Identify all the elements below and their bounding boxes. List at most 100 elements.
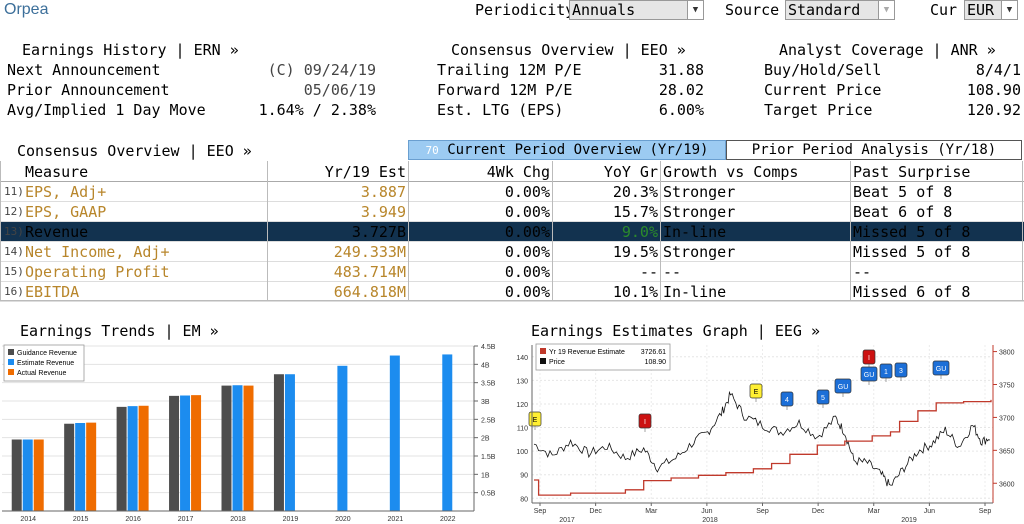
row-yoy-growth: 19.5% — [612, 243, 658, 261]
trends-y-tick: 4B — [481, 362, 490, 369]
eeg-year-label: 2017 — [559, 517, 575, 524]
row-estimate: 483.714M — [333, 263, 406, 281]
source-select[interactable]: Standard ▼ — [785, 0, 895, 20]
table-row[interactable]: 16) EBITDA 664.818M 0.00% 10.1% In-line Missed… — [0, 282, 1024, 302]
header-past-surprise[interactable]: Past Surprise — [853, 163, 971, 181]
eeg-left-tick: 80 — [520, 496, 528, 503]
header-measure[interactable]: Measure — [25, 163, 89, 181]
eeg-legend-value: 3726.61 — [641, 349, 666, 356]
row-estimate: 3.949 — [360, 203, 406, 221]
trends-bar[interactable] — [86, 422, 97, 511]
trends-bar[interactable] — [180, 395, 191, 512]
row-yoy-growth: 9.0% — [621, 223, 658, 241]
eeg-left-tick: 110 — [517, 426, 528, 433]
table-row[interactable]: 14) Net Income, Adj+ 249.333M 0.00% 19.5% Str… — [0, 242, 1024, 262]
trends-bar[interactable] — [273, 374, 284, 511]
trends-y-tick: 1B — [481, 472, 490, 479]
currency-select[interactable]: EUR ▼ — [964, 0, 1018, 20]
trends-bar[interactable] — [243, 385, 254, 511]
trends-bar[interactable] — [284, 374, 295, 511]
row-growth-vs-comps: Stronger — [663, 183, 736, 201]
row-measure: EPS, Adj+ — [25, 183, 107, 201]
trends-bar[interactable] — [33, 439, 44, 512]
eeg-x-tick: Mar — [645, 508, 658, 515]
eeg-year-label: 2018 — [702, 517, 718, 524]
row-estimate: 3.887 — [360, 183, 406, 201]
table-row[interactable]: 13) Revenue 3.727B 0.00% 9.0% In-line Missed 5… — [0, 222, 1024, 242]
eeg-x-tick: Jun — [701, 508, 712, 515]
company-name: Orpea — [4, 1, 49, 18]
row-growth-vs-comps: In-line — [663, 223, 727, 241]
row-growth-vs-comps: Stronger — [663, 203, 736, 221]
analyst-label-2: Current Price — [764, 81, 882, 99]
row-4wk-change: 0.00% — [504, 263, 550, 281]
row-measure: Net Income, Adj+ — [25, 243, 170, 261]
header-yoy-growth[interactable]: YoY Gr — [603, 163, 658, 181]
eeg-price-line — [533, 390, 991, 487]
earnings-trends-link[interactable]: Earnings Trends | EM » — [20, 322, 219, 340]
row-yoy-growth: 15.7% — [612, 203, 658, 221]
trends-bar[interactable] — [442, 354, 453, 511]
trends-bar[interactable] — [64, 423, 75, 511]
eeg-left-tick: 130 — [516, 378, 528, 385]
trends-bar[interactable] — [127, 406, 138, 511]
trends-bar[interactable] — [75, 423, 86, 511]
trends-y-tick: 0.5B — [481, 491, 496, 498]
trends-y-tick: 3.5B — [481, 381, 496, 388]
table-row[interactable]: 11) EPS, Adj+ 3.887 0.00% 20.3% Stronger Beat … — [0, 182, 1024, 202]
consensus-table-link[interactable]: Consensus Overview | EEO » — [17, 142, 252, 160]
header-4wk-change[interactable]: 4Wk Chg — [486, 163, 550, 181]
trends-bar[interactable] — [389, 355, 400, 511]
row-yoy-growth: -- — [639, 263, 658, 281]
earnings-graph-link[interactable]: Earnings Estimates Graph | EEG » — [531, 322, 820, 340]
trends-bar[interactable] — [138, 405, 149, 511]
trends-x-tick: 2014 — [20, 516, 36, 523]
row-estimate: 664.818M — [333, 283, 406, 301]
trends-bar[interactable] — [22, 439, 33, 512]
row-measure: EPS, GAAP — [25, 203, 107, 221]
periodicity-select[interactable]: Annuals ▼ — [569, 0, 704, 20]
earnings-history-label-1: Next Announcement — [7, 61, 161, 79]
earnings-history-value-3: 1.64% / 2.38% — [258, 101, 376, 119]
consensus-value-3: 6.00% — [658, 101, 704, 119]
trends-bar[interactable] — [221, 385, 232, 511]
trends-y-tick: 2B — [481, 436, 490, 443]
consensus-overview-link[interactable]: Consensus Overview | EEO » — [451, 41, 686, 59]
earnings-estimates-chart: E I E 4 5 GU I GU 1 3 GU 80 90 100 110 120 130 140 3600 36… — [505, 340, 1024, 524]
eeg-event-marker-label: E — [533, 417, 538, 424]
header-estimate[interactable]: Yr/19 Est — [324, 163, 406, 181]
eeg-legend-swatch — [540, 348, 546, 354]
row-number: 12) — [4, 205, 24, 218]
trends-bar[interactable] — [191, 395, 202, 511]
row-4wk-change: 0.00% — [504, 283, 550, 301]
row-yoy-growth: 10.1% — [612, 283, 658, 301]
row-number: 11) — [4, 185, 24, 198]
eeg-x-tick: Jun — [924, 508, 935, 515]
analyst-value-2: 108.90 — [966, 81, 1021, 99]
trends-x-tick: 2022 — [440, 516, 456, 523]
row-past-surprise: Missed 6 of 8 — [853, 283, 971, 301]
trends-bar[interactable] — [169, 395, 180, 511]
trends-bar[interactable] — [116, 406, 127, 511]
row-measure: EBITDA — [25, 283, 80, 301]
source-label: Source — [725, 1, 780, 19]
header-growth-vs-comps[interactable]: Growth vs Comps — [663, 163, 799, 181]
tab-prior-period[interactable]: Prior Period Analysis (Yr/18) — [726, 140, 1022, 160]
chevron-down-icon: ▼ — [1001, 1, 1017, 19]
tab-current-period[interactable]: 70 Current Period Overview (Yr/19) — [408, 140, 726, 160]
analyst-value-3: 120.92 — [966, 101, 1021, 119]
currency-value: EUR — [967, 1, 995, 19]
trends-bar[interactable] — [232, 385, 243, 511]
table-row[interactable]: 12) EPS, GAAP 3.949 0.00% 15.7% Stronger Beat … — [0, 202, 1024, 222]
analyst-coverage-link[interactable]: Analyst Coverage | ANR » — [779, 41, 996, 59]
table-row[interactable]: 15) Operating Profit 483.714M 0.00% -- -- -- — [0, 262, 1024, 282]
trends-bar[interactable] — [337, 365, 348, 511]
trends-y-tick: 4.5B — [481, 344, 496, 351]
consensus-label-3: Est. LTG (EPS) — [437, 101, 564, 119]
analyst-value-1: 8/4/1 — [975, 61, 1021, 79]
row-past-surprise: Beat 5 of 8 — [853, 183, 953, 201]
earnings-history-link[interactable]: Earnings History | ERN » — [22, 41, 239, 59]
eeg-left-tick: 120 — [516, 402, 528, 409]
trends-legend-swatch — [8, 349, 14, 355]
trends-bar[interactable] — [11, 439, 22, 512]
